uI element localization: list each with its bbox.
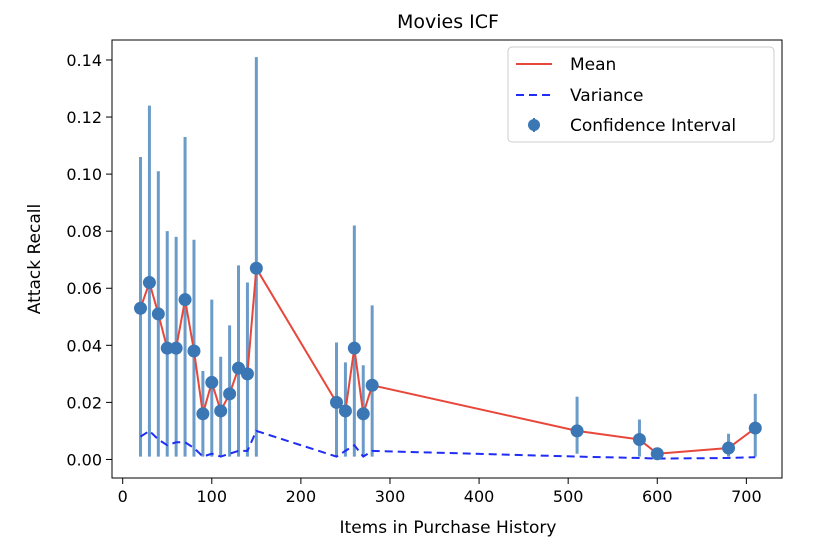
y-tick-label: 0.04 (66, 336, 102, 355)
plot-frame (111, 39, 783, 479)
y-tick-label: 0.08 (66, 222, 102, 241)
x-axis-label: Items in Purchase History (340, 518, 557, 538)
legend: Mean Variance Confidence Interval (507, 46, 775, 143)
ci-point (223, 387, 237, 401)
x-tick-label: 100 (197, 487, 228, 506)
y-tick-label: 0.10 (66, 165, 102, 184)
x-tick-label: 0 (118, 487, 128, 506)
ci-point (632, 432, 646, 446)
ci-point (722, 441, 736, 455)
y-axis: 0.00 0.02 0.04 0.06 0.08 0.10 0.12 0.14 (66, 51, 112, 469)
x-tick-label: 300 (375, 487, 406, 506)
x-tick-label: 700 (731, 487, 762, 506)
mean-series-line (139, 265, 756, 455)
ci-point (196, 407, 210, 421)
ci-point (570, 424, 584, 438)
x-axis: 0 100 200 300 400 500 600 700 (118, 478, 762, 506)
y-tick-label: 0.00 (66, 450, 102, 469)
chart-title: Movies ICF (397, 11, 499, 33)
y-axis-label: Attack Recall (25, 204, 45, 314)
x-tick-label: 400 (464, 487, 495, 506)
ci-point (142, 276, 156, 290)
y-tick-label: 0.02 (66, 393, 102, 412)
ci-point (151, 307, 165, 321)
y-tick-label: 0.06 (66, 279, 102, 298)
ci-point (187, 344, 201, 358)
ci-point (169, 341, 183, 355)
variance-series-line (139, 429, 756, 460)
ci-point (650, 447, 664, 461)
legend-mean-label: Mean (570, 55, 616, 75)
x-tick-label: 200 (286, 487, 317, 506)
ci-point (330, 395, 344, 409)
x-tick-label: 600 (642, 487, 673, 506)
y-tick-label: 0.12 (66, 108, 102, 127)
ci-point (365, 378, 379, 392)
x-tick-label: 500 (553, 487, 584, 506)
confidence-interval-points (134, 261, 762, 461)
ci-point (748, 421, 762, 435)
ci-point (356, 407, 370, 421)
ci-point (178, 293, 192, 307)
ci-point (249, 261, 263, 275)
ci-point (240, 367, 254, 381)
ci-point (205, 375, 219, 389)
legend-ci-point-swatch (528, 119, 540, 131)
y-tick-label: 0.14 (66, 51, 102, 70)
ci-point (214, 404, 228, 418)
legend-variance-label: Variance (570, 86, 643, 106)
ci-point (160, 341, 174, 355)
ci-point (134, 301, 148, 315)
legend-box (507, 46, 775, 143)
legend-ci-label: Confidence Interval (570, 116, 736, 136)
ci-point (347, 341, 361, 355)
ci-point (338, 404, 352, 418)
